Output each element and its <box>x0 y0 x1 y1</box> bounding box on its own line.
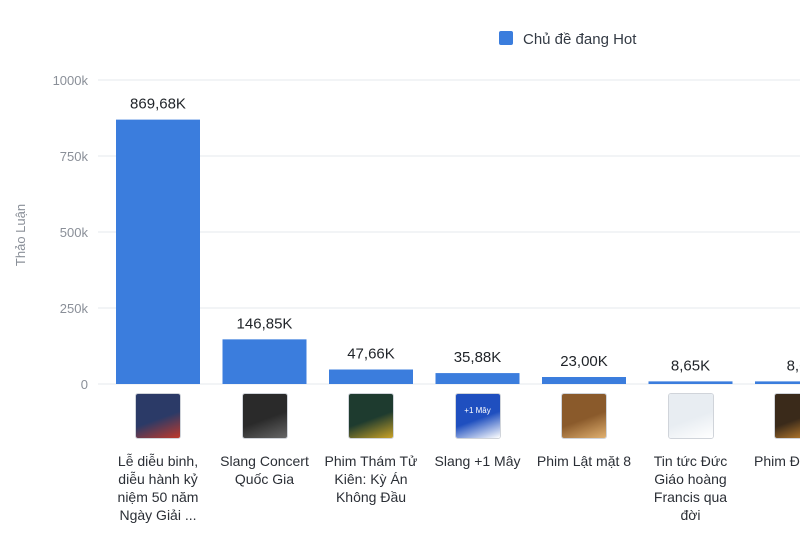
thumbnail-text: +1 Mây <box>464 406 491 415</box>
movie-poster-icon[interactable] <box>774 393 800 439</box>
y-tick-label: 1000k <box>53 73 89 88</box>
legend-swatch[interactable] <box>499 31 513 45</box>
thumbnail-image <box>349 394 393 438</box>
data-label: 47,66K <box>347 346 395 363</box>
x-category-label: Tin tức Đức Giáo hoàng Francis qua đời <box>653 453 728 523</box>
thumbnail-image <box>775 394 800 438</box>
x-category-label: Lễ diễu binh, diễu hành kỷ niệm 50 năm N… <box>117 453 199 523</box>
thumbnail-image <box>668 394 713 438</box>
slang-poster-icon[interactable]: +1 Mây <box>454 393 501 439</box>
y-axis-ticks: 0 250k 500k 750k 1000k <box>53 73 89 392</box>
x-category-label: Slang Concert Quốc Gia <box>220 453 309 487</box>
data-labels: 869,68K 146,85K 47,66K 35,88K 23,00K 8,65K 8,6 <box>130 96 800 375</box>
parade-photo-icon[interactable] <box>135 393 181 439</box>
thumbnail-image <box>242 394 287 438</box>
data-label: 146,85K <box>237 315 293 332</box>
bar[interactable] <box>116 119 200 384</box>
data-label: 23,00K <box>560 353 608 370</box>
bars <box>116 119 800 384</box>
x-category-label: Slang +1 Mây <box>434 453 521 469</box>
bar[interactable] <box>542 377 626 384</box>
y-axis-label: Thảo Luận <box>13 204 28 266</box>
legend-label[interactable]: Chủ đề đang Hot <box>523 31 637 48</box>
bar[interactable] <box>648 381 733 384</box>
movie-poster-icon[interactable] <box>561 393 607 439</box>
concert-photo-icon[interactable] <box>241 393 288 439</box>
movie-poster-icon[interactable] <box>348 393 394 439</box>
y-tick-label: 250k <box>60 301 89 316</box>
thumbnail-image <box>136 394 180 438</box>
gridlines <box>98 79 800 385</box>
data-label: 8,6 <box>787 357 800 374</box>
y-tick-label: 500k <box>60 225 89 240</box>
pope-photo-icon[interactable] <box>667 393 714 439</box>
bar[interactable] <box>435 373 520 384</box>
thumbnail-image <box>455 394 500 438</box>
data-label: 35,88K <box>454 349 502 366</box>
bar[interactable] <box>755 381 800 384</box>
y-tick-label: 750k <box>60 149 89 164</box>
bar[interactable] <box>222 339 307 384</box>
x-category-label: Phim Thám Tử Kiên: Kỳ Án Không Đầu <box>324 453 418 505</box>
x-category-label: Phim Lật mặt 8 <box>536 453 632 469</box>
x-category-label: Phim Đ <box>754 453 800 469</box>
data-label: 869,68K <box>130 96 186 113</box>
data-label: 8,65K <box>671 357 710 374</box>
y-tick-label: 0 <box>81 377 88 392</box>
thumbnail-image <box>562 394 606 438</box>
bar[interactable] <box>329 369 413 384</box>
